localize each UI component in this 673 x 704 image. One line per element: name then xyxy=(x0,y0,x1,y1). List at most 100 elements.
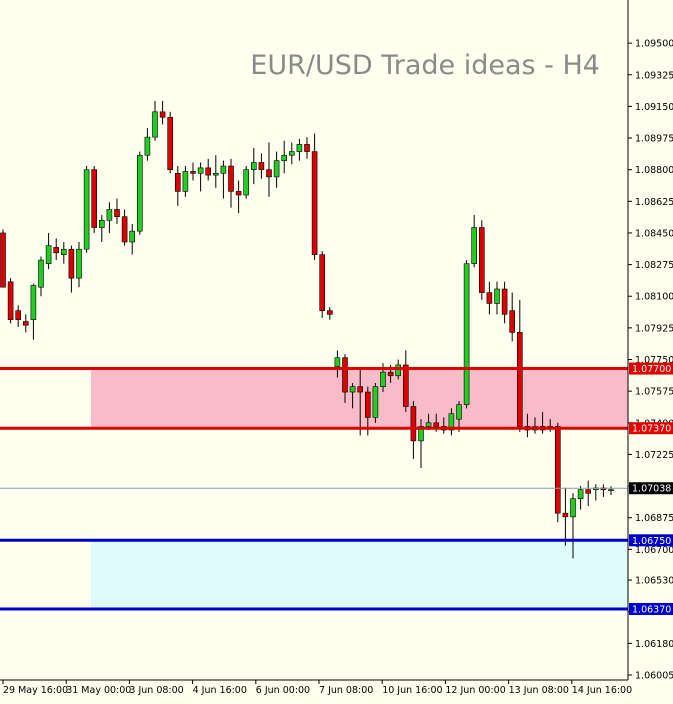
candle-body xyxy=(334,357,341,368)
candle-body xyxy=(463,263,470,406)
candle xyxy=(562,487,569,546)
candle xyxy=(357,368,364,436)
candle-body xyxy=(53,247,60,254)
candle-body xyxy=(45,245,52,264)
candle-body xyxy=(38,259,44,288)
candle-body xyxy=(235,191,242,196)
candle-body xyxy=(197,167,204,174)
candle xyxy=(213,155,219,188)
y-tick-label: 1.06005 xyxy=(635,671,673,682)
candle-body xyxy=(228,165,234,192)
x-tick-label: 10 Jun 16:00 xyxy=(382,685,442,696)
candle-body xyxy=(129,230,135,243)
x-tick-label: 3 Jun 08:00 xyxy=(129,685,183,696)
candle-body xyxy=(258,162,265,170)
y-tick-label: 1.08450 xyxy=(635,228,673,239)
y-tick-label: 1.06875 xyxy=(635,513,673,524)
candle-body xyxy=(516,332,523,427)
candle-body xyxy=(137,154,143,232)
candle-body xyxy=(349,386,356,393)
candle-body xyxy=(478,227,485,293)
zone-1 xyxy=(91,540,628,610)
candle-body xyxy=(585,489,592,494)
candle xyxy=(304,137,310,159)
candle-body xyxy=(99,219,105,228)
candle-body xyxy=(22,321,29,326)
candle-body xyxy=(509,310,516,333)
candle xyxy=(205,158,211,181)
candle-body xyxy=(91,169,97,228)
candle xyxy=(478,220,485,300)
candle xyxy=(334,350,341,378)
candle xyxy=(501,281,508,324)
candle xyxy=(402,350,409,412)
price-tag-label: 1.06370 xyxy=(632,605,671,616)
candle xyxy=(608,486,614,496)
candle xyxy=(159,100,166,125)
x-tick-label: 14 Jun 16:00 xyxy=(572,685,632,696)
candle xyxy=(60,241,67,264)
candle xyxy=(296,138,303,161)
candle-body xyxy=(7,281,14,321)
candle-body xyxy=(562,512,569,518)
candle-body xyxy=(357,386,364,393)
price-tag-label: 1.06750 xyxy=(632,536,671,547)
candle-body xyxy=(486,292,493,304)
candle-body xyxy=(608,489,614,491)
candle-body xyxy=(433,422,440,427)
candle xyxy=(228,158,234,208)
candle-body xyxy=(273,160,280,178)
candle xyxy=(0,229,6,288)
candle xyxy=(251,147,257,185)
price-tag-label: 1.07038 xyxy=(632,484,671,495)
candle xyxy=(197,162,204,192)
candle-body xyxy=(448,413,455,431)
candle-body xyxy=(380,371,386,387)
y-tick-label: 1.08275 xyxy=(635,260,673,271)
candle-body xyxy=(501,288,508,315)
candle-body xyxy=(243,169,249,196)
candle-body xyxy=(402,364,409,407)
candle-body xyxy=(296,144,303,152)
candle-body xyxy=(182,171,189,192)
candle xyxy=(570,493,576,559)
candle xyxy=(471,214,478,268)
candle-body xyxy=(418,426,424,442)
candle-body xyxy=(159,111,166,118)
candle xyxy=(144,128,151,161)
candle-body xyxy=(494,288,500,304)
candle xyxy=(76,241,82,288)
candle-body xyxy=(281,154,288,161)
candle-body xyxy=(175,172,181,192)
candle xyxy=(152,100,158,141)
y-tick-label: 1.09150 xyxy=(635,102,673,113)
candle-body xyxy=(15,310,21,321)
candle xyxy=(91,166,97,233)
candle xyxy=(106,202,113,233)
price-tag-bg xyxy=(629,603,673,616)
candle-body xyxy=(152,111,158,138)
zones-layer xyxy=(91,368,628,610)
candle-body xyxy=(554,426,561,514)
y-tick-label: 1.07575 xyxy=(635,387,673,398)
chart-title: EUR/USD Trade ideas - H4 xyxy=(250,50,600,81)
y-tick-label: 1.07925 xyxy=(635,323,673,334)
x-tick-label: 12 Jun 00:00 xyxy=(445,685,505,696)
candle xyxy=(410,401,417,459)
x-tick-label: 4 Jun 16:00 xyxy=(193,685,247,696)
candle-body xyxy=(372,386,379,418)
y-tick-label: 1.08625 xyxy=(635,197,673,208)
y-tick-label: 1.07225 xyxy=(635,450,673,461)
candle xyxy=(509,292,516,342)
y-tick-label: 1.08100 xyxy=(635,292,673,303)
price-tag-bg xyxy=(629,422,673,435)
candle-body xyxy=(304,144,310,152)
x-tick-label: 7 Jun 08:00 xyxy=(319,685,373,696)
price-tag-bg xyxy=(629,482,673,495)
candle xyxy=(281,140,288,174)
candle-body xyxy=(0,232,6,288)
candle xyxy=(235,180,242,214)
y-tick-label: 1.08975 xyxy=(635,134,673,145)
candle-body xyxy=(577,489,584,500)
